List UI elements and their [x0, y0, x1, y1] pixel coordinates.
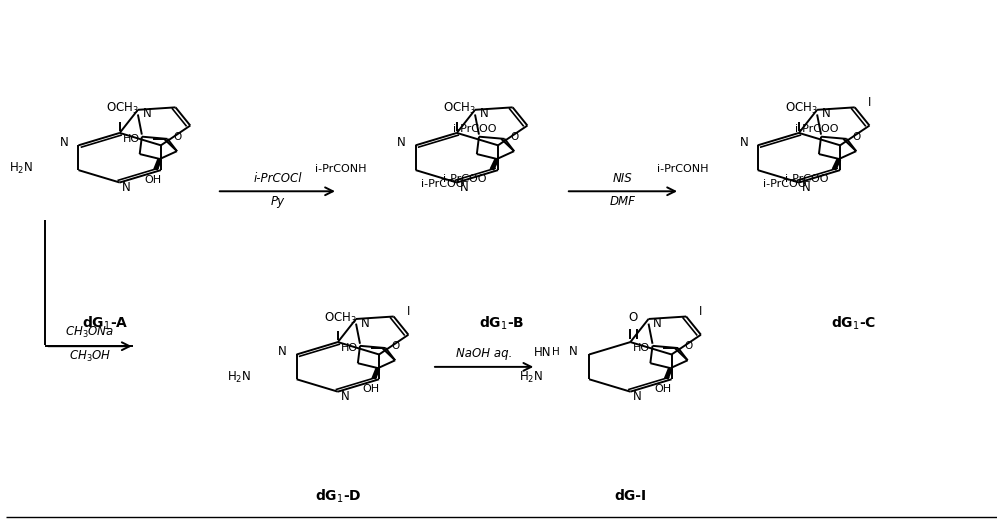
Text: N: N — [361, 317, 369, 329]
Text: i-PrCOO: i-PrCOO — [443, 174, 487, 184]
Text: i-PrCOO: i-PrCOO — [795, 124, 838, 134]
Text: N: N — [569, 346, 578, 359]
Text: N: N — [397, 136, 406, 149]
Text: OH: OH — [144, 175, 161, 185]
Text: i-PrCOO: i-PrCOO — [785, 174, 829, 184]
Text: N: N — [340, 390, 349, 404]
Text: HO: HO — [123, 134, 140, 144]
Text: N: N — [60, 136, 69, 149]
Text: i-PrCOO: i-PrCOO — [421, 179, 464, 188]
Text: NIS: NIS — [613, 172, 633, 185]
Text: dG$_1$-B: dG$_1$-B — [479, 314, 524, 331]
Text: i-PrCOO: i-PrCOO — [453, 124, 496, 134]
Text: H$_2$N: H$_2$N — [519, 370, 544, 385]
Text: OCH$_3$: OCH$_3$ — [106, 101, 139, 116]
Text: N: N — [122, 181, 131, 194]
Text: Py: Py — [270, 195, 284, 208]
Text: DMF: DMF — [610, 195, 636, 208]
Text: O: O — [853, 132, 861, 142]
Text: HO: HO — [633, 343, 650, 353]
Text: CH$_3$ONa: CH$_3$ONa — [65, 325, 115, 340]
Text: I: I — [699, 305, 702, 318]
Text: N: N — [459, 181, 468, 194]
Text: NaOH aq.: NaOH aq. — [456, 348, 512, 361]
Text: H: H — [552, 347, 559, 357]
Text: i-PrCONH: i-PrCONH — [315, 163, 366, 173]
Text: dG$_1$-C: dG$_1$-C — [831, 314, 876, 331]
Text: dG$_1$-D: dG$_1$-D — [315, 487, 361, 505]
Text: O: O — [173, 132, 182, 142]
Text: i-PrCONH: i-PrCONH — [657, 163, 708, 173]
Text: N: N — [739, 136, 748, 149]
Text: OCH$_3$: OCH$_3$ — [443, 101, 476, 116]
Text: OH: OH — [362, 384, 379, 394]
Text: O: O — [391, 341, 400, 351]
Text: dG$_1$-A: dG$_1$-A — [82, 314, 128, 331]
Text: i-PrCOCl: i-PrCOCl — [253, 172, 302, 185]
Text: O: O — [684, 341, 692, 351]
Text: N: N — [278, 346, 287, 359]
Text: H$_2$N: H$_2$N — [9, 161, 33, 176]
Text: i-PrCOO: i-PrCOO — [763, 179, 806, 188]
Text: N: N — [633, 390, 642, 404]
Text: HO: HO — [341, 343, 358, 353]
Text: HN: HN — [534, 347, 551, 360]
Text: CH$_3$OH: CH$_3$OH — [69, 349, 111, 364]
Text: N: N — [142, 108, 151, 121]
Text: N: N — [822, 108, 830, 121]
Text: H$_2$N: H$_2$N — [227, 370, 251, 385]
Text: N: N — [653, 317, 662, 329]
Text: I: I — [868, 96, 871, 109]
Text: OH: OH — [655, 384, 672, 394]
Text: OCH$_3$: OCH$_3$ — [324, 311, 357, 326]
Text: dG-I: dG-I — [614, 489, 646, 503]
Text: I: I — [407, 305, 410, 318]
Text: O: O — [510, 132, 519, 142]
Text: N: N — [480, 108, 488, 121]
Text: N: N — [801, 181, 810, 194]
Text: O: O — [629, 311, 638, 324]
Text: OCH$_3$: OCH$_3$ — [785, 101, 818, 116]
